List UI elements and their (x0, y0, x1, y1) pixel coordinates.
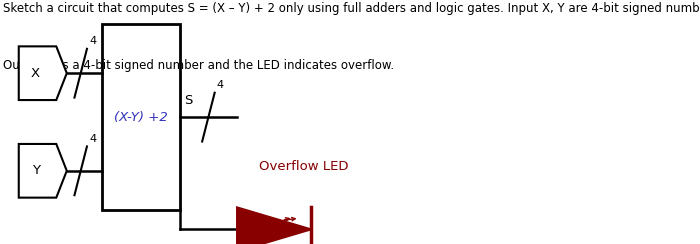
Text: Output S is a 4-bit signed number and the LED indicates overflow.: Output S is a 4-bit signed number and th… (3, 59, 393, 71)
Text: X: X (31, 67, 40, 80)
Polygon shape (19, 144, 66, 198)
Text: Overflow LED: Overflow LED (259, 160, 349, 173)
Text: 4: 4 (217, 80, 224, 90)
Text: Sketch a circuit that computes S = (X – Y) + 2 only using full adders and logic : Sketch a circuit that computes S = (X – … (3, 2, 700, 15)
Text: S: S (184, 94, 192, 107)
Polygon shape (237, 207, 311, 244)
Polygon shape (19, 46, 66, 100)
Text: Y: Y (32, 164, 40, 177)
Text: (X-Y) +2: (X-Y) +2 (114, 111, 167, 124)
Bar (102, 24, 180, 210)
Text: 4: 4 (89, 134, 96, 144)
Text: 4: 4 (89, 36, 96, 46)
